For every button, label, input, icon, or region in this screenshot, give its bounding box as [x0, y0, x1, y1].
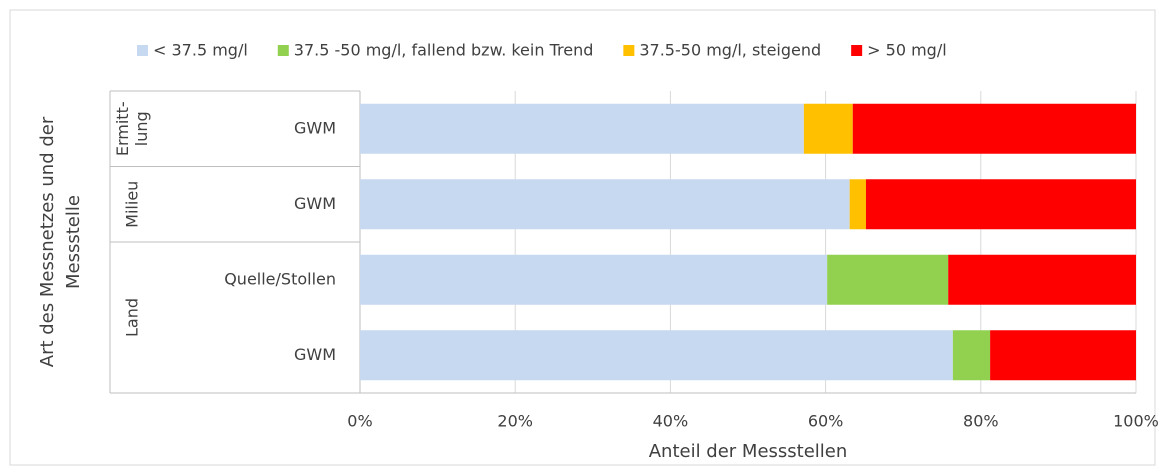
group-label: Milieu	[123, 181, 142, 228]
group-label: Ermitt-	[113, 101, 132, 156]
x-tick-label: 20%	[497, 412, 533, 431]
legend-label: > 50 mg/l	[867, 41, 947, 60]
legend-swatch	[137, 45, 148, 56]
bar-segment	[360, 254, 828, 305]
x-tick-label: 40%	[653, 412, 689, 431]
bar-segment	[852, 103, 1136, 154]
x-tick-label: 80%	[963, 412, 999, 431]
y-axis-title: Art des Messnetzes und der	[37, 116, 58, 367]
bar-segment	[865, 179, 1136, 230]
bar-segment	[990, 330, 1136, 381]
category-label: Quelle/Stollen	[224, 269, 336, 288]
legend-label: 37.5 -50 mg/l, fallend bzw. kein Trend	[294, 41, 594, 60]
x-tick-label: 100%	[1113, 412, 1159, 431]
bar-segment	[360, 103, 804, 154]
group-label: lung	[132, 111, 151, 146]
x-tick-label: 0%	[347, 412, 372, 431]
y-axis-title: Messstelle	[63, 195, 84, 289]
legend-swatch	[277, 45, 289, 56]
group-label: Land	[123, 298, 142, 337]
legend-label: 37.5-50 mg/l, steigend	[639, 41, 821, 60]
category-label: GWM	[294, 345, 336, 364]
x-tick-label: 60%	[808, 412, 844, 431]
bar-segment	[360, 330, 953, 381]
legend-label: < 37.5 mg/l	[153, 41, 248, 60]
bar-segment	[360, 179, 850, 230]
x-axis-title: Anteil der Messstellen	[649, 441, 848, 462]
bar-segment	[849, 179, 866, 230]
category-label: GWM	[294, 118, 336, 137]
category-label: GWM	[294, 194, 336, 213]
bar-segment	[952, 330, 991, 381]
chart-frame	[9, 9, 1156, 466]
legend-swatch	[851, 45, 863, 56]
bar-segment	[803, 103, 853, 154]
legend-swatch	[623, 45, 635, 56]
bar-segment	[827, 254, 949, 305]
bar-segment	[948, 254, 1136, 305]
